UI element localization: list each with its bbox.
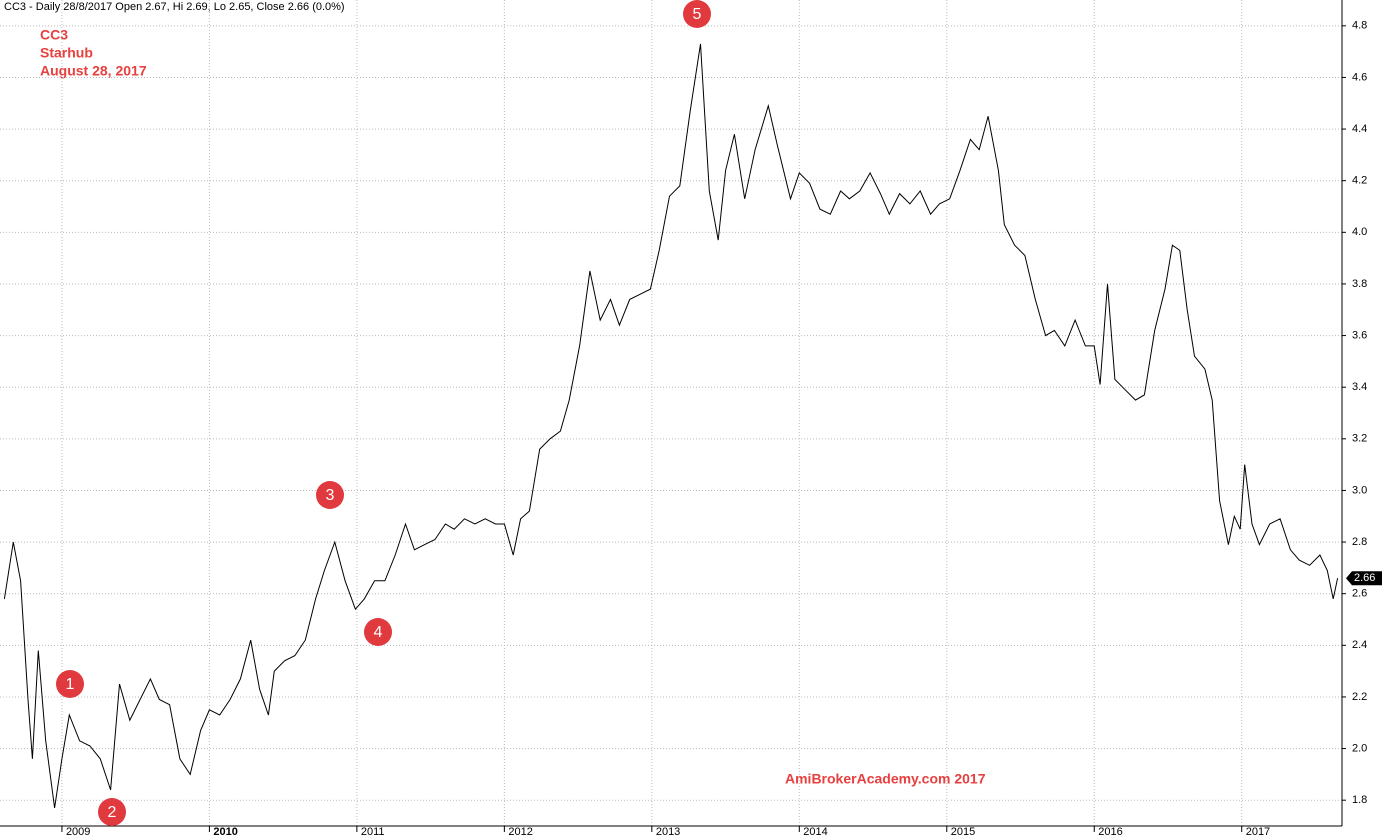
annotation-marker [364,618,392,646]
y-tick-label: 4.8 [1352,20,1367,32]
y-tick-label: 1.8 [1352,794,1367,806]
y-tick-label: 3.2 [1352,433,1367,445]
watermark: AmiBrokerAcademy.com 2017 [785,771,986,787]
subtitle: August 28, 2017 [40,63,147,79]
annotation-label: 2 [108,804,117,821]
x-tick-label: 2014 [803,826,827,838]
annotation-label: 1 [66,676,75,693]
y-tick-label: 4.0 [1352,226,1367,238]
last-price-label: 2.66 [1354,572,1375,584]
x-tick-label: 2010 [213,826,237,838]
x-tick-label: 2011 [361,826,385,838]
last-price-badge [1346,571,1382,586]
x-tick-label: 2017 [1246,826,1270,838]
annotation-marker [683,0,711,28]
y-tick-label: 3.4 [1352,381,1367,393]
subtitle: CC3 [40,27,68,43]
x-tick-label: 2009 [66,826,90,838]
y-tick-label: 2.0 [1352,742,1367,754]
annotation-label: 3 [326,487,335,504]
chart-title: CC3 - Daily 28/8/2017 Open 2.67, Hi 2.69… [4,1,345,13]
x-tick-label: 2015 [951,826,975,838]
y-tick-label: 2.2 [1352,691,1367,703]
y-tick-label: 4.4 [1352,123,1367,135]
x-tick-label: 2012 [508,826,532,838]
annotation-label: 5 [693,6,702,23]
y-tick-label: 4.2 [1352,175,1367,187]
y-tick-label: 3.0 [1352,484,1367,496]
y-tick-label: 3.8 [1352,278,1367,290]
price-line [3,43,1339,808]
y-tick-label: 3.6 [1352,329,1367,341]
annotation-marker [316,481,344,509]
annotation-label: 4 [374,624,383,641]
y-tick-label: 2.4 [1352,639,1367,651]
x-tick-label: 2013 [656,826,680,838]
annotation-marker [98,798,126,826]
y-tick-label: 4.6 [1352,71,1367,83]
y-tick-label: 2.8 [1352,536,1367,548]
y-tick-label: 2.6 [1352,588,1367,600]
subtitle: Starhub [40,45,93,61]
annotation-marker [56,670,84,698]
x-tick-label: 2016 [1098,826,1122,838]
